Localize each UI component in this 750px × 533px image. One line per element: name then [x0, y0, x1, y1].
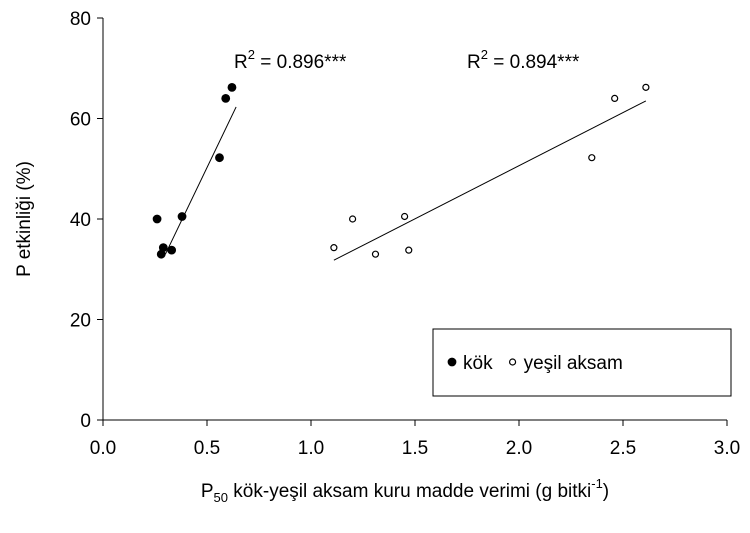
point	[215, 153, 224, 163]
x-tick-label: 0.5	[194, 438, 220, 459]
x-axis-label-part: )	[603, 481, 609, 502]
annotation-part: R	[234, 52, 248, 73]
y-tick-label: 60	[70, 110, 91, 131]
y-tick-label: 0	[80, 411, 91, 432]
annotation-part: = 0.894***	[488, 52, 580, 73]
point	[177, 212, 187, 221]
y-axis-label: P etkinliği (%)	[14, 161, 35, 277]
annotation-part: 2	[481, 47, 488, 62]
annotation-part: R	[467, 52, 481, 73]
x-tick-label: 1.5	[402, 438, 428, 459]
legend-label: kök	[463, 353, 493, 374]
point	[588, 154, 596, 162]
y-tick-label: 80	[70, 9, 91, 30]
fit-line	[333, 100, 647, 261]
annotation-part: = 0.896***	[255, 52, 347, 73]
x-axis-label-part: kök-yeşil aksam kuru madde verimi (g bit…	[228, 481, 591, 502]
annotation: R2 = 0.896***	[234, 47, 347, 73]
x-axis-label-part: 50	[214, 490, 228, 505]
x-axis-label-part: -1	[591, 476, 603, 491]
point	[158, 243, 168, 253]
annotation: R2 = 0.894***	[467, 47, 580, 73]
x-tick-label: 2.0	[506, 438, 532, 459]
point	[405, 246, 413, 254]
x-axis-label: P50 kök-yeşil aksam kuru madde verimi (g…	[201, 476, 609, 505]
legend-label: yeşil aksam	[524, 353, 623, 374]
point	[642, 83, 650, 91]
point	[221, 93, 231, 103]
point	[330, 244, 338, 252]
legend-marker	[447, 357, 457, 367]
point	[401, 212, 409, 221]
fit-line	[164, 106, 237, 255]
point	[167, 245, 177, 255]
legend-marker	[508, 358, 517, 366]
point	[371, 250, 380, 258]
x-tick-label: 3.0	[714, 438, 740, 459]
point	[152, 214, 162, 224]
y-tick-label: 20	[70, 311, 91, 332]
legend-box	[432, 328, 732, 397]
annotation-part: 2	[248, 47, 255, 62]
x-tick-label: 2.5	[610, 438, 636, 459]
point	[227, 82, 237, 92]
x-axis-label-part: P	[201, 481, 214, 502]
y-tick-label: 40	[70, 210, 91, 231]
point	[349, 215, 357, 223]
x-tick-label: 1.0	[298, 438, 324, 459]
x-tick-label: 0.0	[90, 438, 116, 459]
point	[611, 94, 619, 103]
